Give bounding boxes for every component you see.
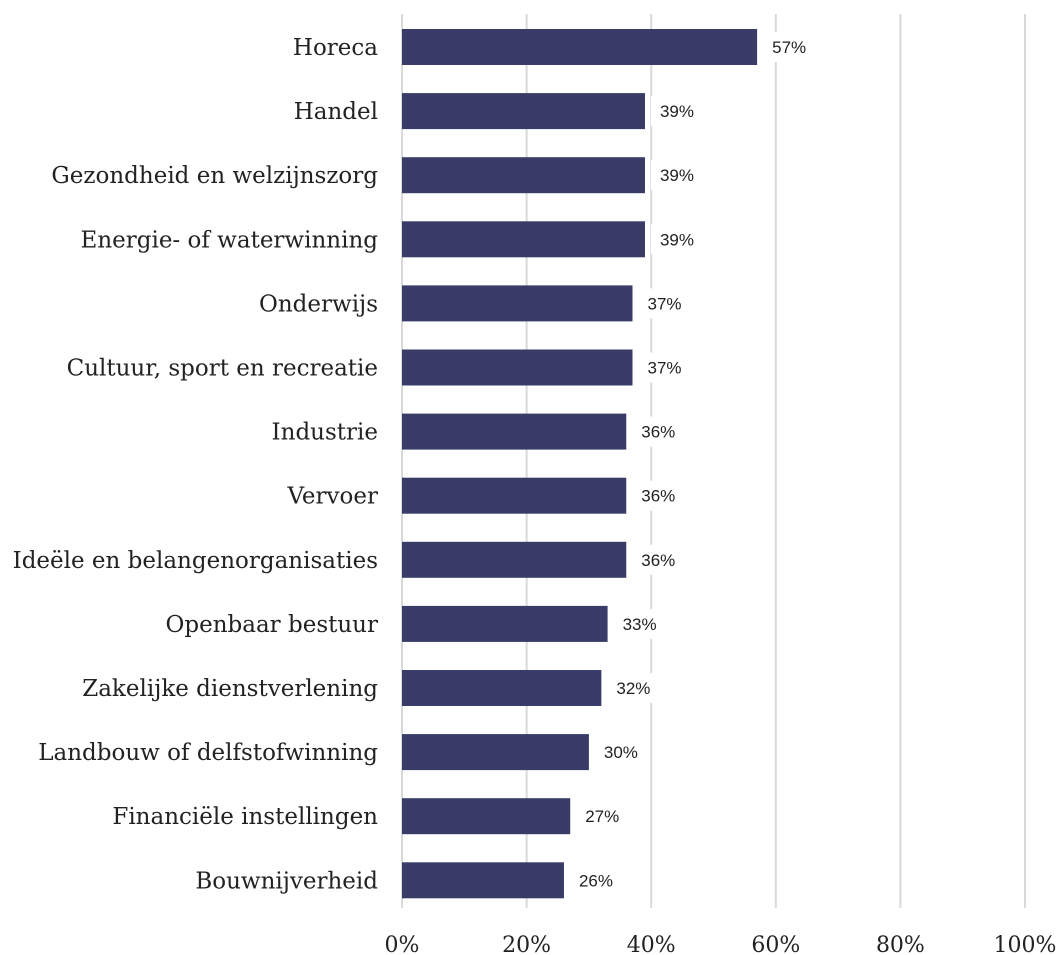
bars: 57% 39% 39% 39% 37% 37% 36% 36% 36% 33% 32% 30% 27% 2… — [402, 29, 814, 899]
x-tick-label: 0% — [385, 933, 420, 955]
data-label-background — [638, 288, 689, 319]
x-tick-label: 100% — [994, 933, 1057, 955]
bar — [402, 29, 758, 65]
data-label-background — [594, 737, 645, 768]
category-label: Zakelijke dienstverlening — [82, 676, 378, 702]
bar — [402, 798, 571, 835]
data-label: 39% — [660, 230, 694, 249]
bar — [402, 477, 627, 514]
bar — [402, 541, 627, 578]
data-label-background — [763, 32, 814, 62]
data-label: 39% — [660, 102, 694, 121]
category-label: Gezondheid en welzijnszorg — [51, 163, 378, 189]
category-label: Bouwnijverheid — [195, 868, 378, 894]
data-label-background — [650, 224, 701, 255]
category-label: Handel — [294, 99, 378, 125]
data-label-background — [607, 673, 658, 703]
bar — [402, 734, 589, 771]
x-tick-label: 80% — [876, 933, 925, 955]
bar — [402, 221, 645, 258]
data-label: 36% — [641, 487, 675, 506]
bar — [402, 605, 608, 642]
category-label: Vervoer — [286, 484, 378, 510]
bar — [402, 285, 633, 322]
data-label: 36% — [641, 551, 675, 570]
x-tick-label: 40% — [627, 933, 676, 955]
gridlines — [401, 14, 1026, 908]
bar — [402, 157, 645, 194]
bar — [402, 670, 602, 706]
data-label: 36% — [641, 423, 675, 442]
data-label: 39% — [660, 166, 694, 185]
category-labels: Horeca Handel Gezondheid en welzijnszorg En… — [13, 35, 379, 894]
category-label: Openbaar bestuur — [166, 612, 378, 638]
category-label: Landbouw of delfstofwinning — [38, 740, 378, 766]
data-label-background — [632, 416, 683, 447]
category-label: Ideële en belangenorganisaties — [13, 548, 378, 574]
x-tick-label: 20% — [502, 933, 551, 955]
data-label-background — [576, 801, 627, 832]
data-label-background — [632, 544, 683, 575]
category-label: Energie- of waterwinning — [81, 227, 379, 253]
data-label-background — [650, 160, 701, 191]
bar — [402, 862, 564, 899]
data-label: 57% — [772, 38, 806, 57]
x-tick-label: 60% — [751, 933, 800, 955]
x-axis-tick-labels: 0% 20% 40% 60% 80% 100% — [385, 933, 1057, 955]
bar — [402, 349, 633, 386]
data-label: 33% — [623, 615, 657, 634]
category-label: Cultuur, sport en recreatie — [67, 356, 378, 382]
category-label: Industrie — [272, 420, 378, 446]
bar — [402, 413, 627, 450]
data-label-background — [638, 352, 689, 383]
data-label-background — [632, 480, 683, 511]
category-label: Financiële instellingen — [112, 804, 378, 830]
category-label: Horeca — [293, 35, 378, 61]
category-label: Onderwijs — [259, 291, 378, 317]
data-label: 26% — [579, 871, 613, 890]
bar — [402, 93, 645, 130]
data-label: 37% — [648, 294, 682, 313]
data-label: 30% — [604, 743, 638, 762]
data-label: 37% — [648, 359, 682, 378]
data-label: 32% — [616, 679, 650, 698]
data-label-background — [613, 608, 664, 639]
data-label-background — [650, 96, 701, 127]
data-label-background — [569, 865, 620, 896]
data-label: 27% — [585, 807, 619, 826]
